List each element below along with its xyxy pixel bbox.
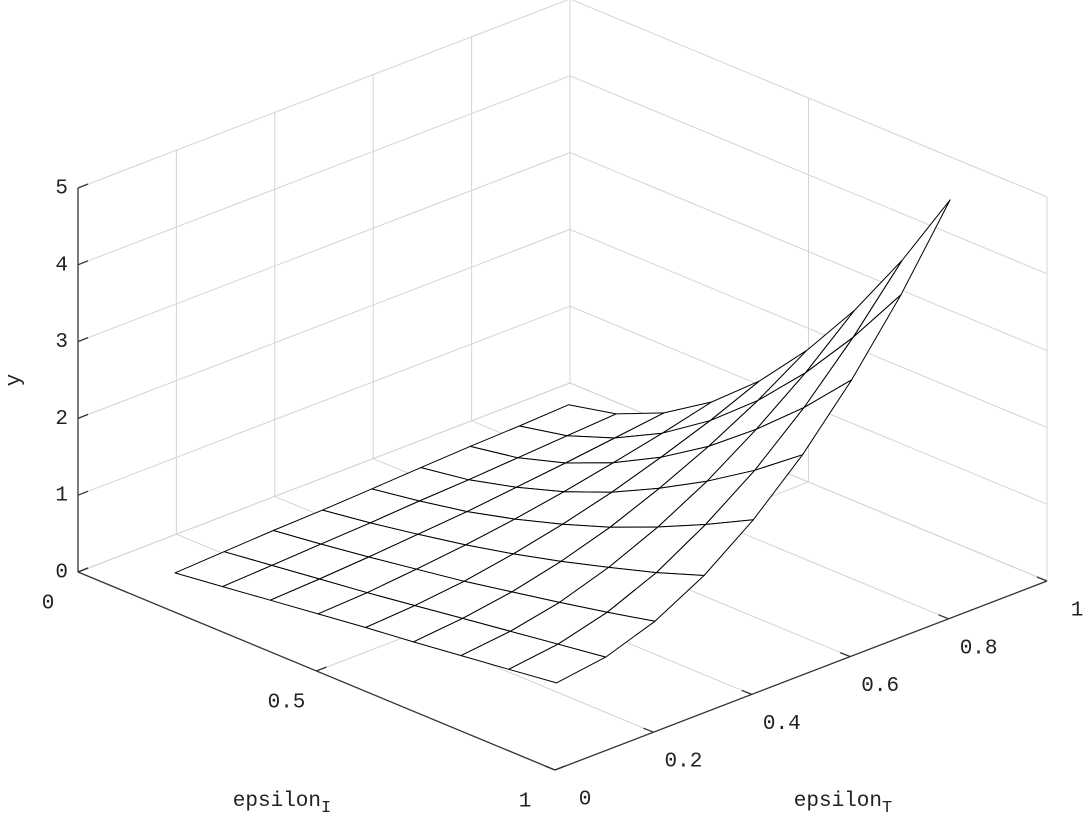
y-tick bbox=[1036, 576, 1048, 582]
y-axis bbox=[554, 580, 1048, 771]
x-tick-label: 0.5 bbox=[268, 692, 306, 715]
x-tick bbox=[554, 765, 566, 771]
x-tick bbox=[316, 666, 327, 672]
y-tick bbox=[643, 727, 654, 733]
z-tick-label: 3 bbox=[55, 331, 68, 354]
x-tick-label: 1 bbox=[519, 791, 532, 814]
y-axis-label-sub: T bbox=[882, 799, 892, 818]
z-tick-label: 5 bbox=[55, 178, 68, 201]
grid-line bbox=[77, 228, 571, 419]
z-tick-label: 2 bbox=[55, 408, 68, 431]
y-tick-label: 0.2 bbox=[664, 751, 702, 774]
x-axis-label-sub: I bbox=[321, 799, 331, 818]
y-tick-label: 0.8 bbox=[960, 637, 998, 660]
y-tick-label: 0 bbox=[579, 789, 592, 812]
x-tick-label: 0 bbox=[42, 593, 55, 616]
grid-line bbox=[77, 152, 571, 343]
z-tick-label: 1 bbox=[55, 485, 68, 508]
z-tick bbox=[77, 183, 89, 189]
x-axis-label-main: epsilon bbox=[233, 790, 321, 813]
y-tick-label: 1 bbox=[1071, 600, 1084, 623]
y-axis-label-main: epsilon bbox=[794, 790, 882, 813]
z-tick-label: 0 bbox=[55, 562, 68, 585]
y-tick bbox=[839, 651, 851, 658]
z-tick bbox=[77, 413, 89, 420]
surface-cell bbox=[508, 643, 607, 684]
z-tick bbox=[77, 490, 89, 496]
z-tick bbox=[77, 260, 89, 266]
x-axis-label: epsilonI bbox=[233, 790, 331, 819]
z-tick bbox=[77, 336, 89, 343]
grid-line bbox=[77, 305, 571, 496]
grid-line bbox=[77, 0, 569, 189]
x-tick bbox=[77, 567, 89, 573]
surface-cell bbox=[852, 199, 951, 338]
y-axis-label: epsilonT bbox=[794, 790, 892, 819]
z-axis-label: y bbox=[4, 374, 27, 387]
grid-line bbox=[77, 75, 571, 266]
y-tick bbox=[938, 614, 949, 620]
y-tick bbox=[544, 765, 556, 771]
y-tick-label: 0.6 bbox=[861, 675, 899, 698]
y-tick-label: 0.4 bbox=[763, 713, 801, 736]
z-tick-label: 4 bbox=[55, 254, 68, 277]
grid-line bbox=[77, 382, 571, 573]
y-tick bbox=[741, 689, 753, 696]
